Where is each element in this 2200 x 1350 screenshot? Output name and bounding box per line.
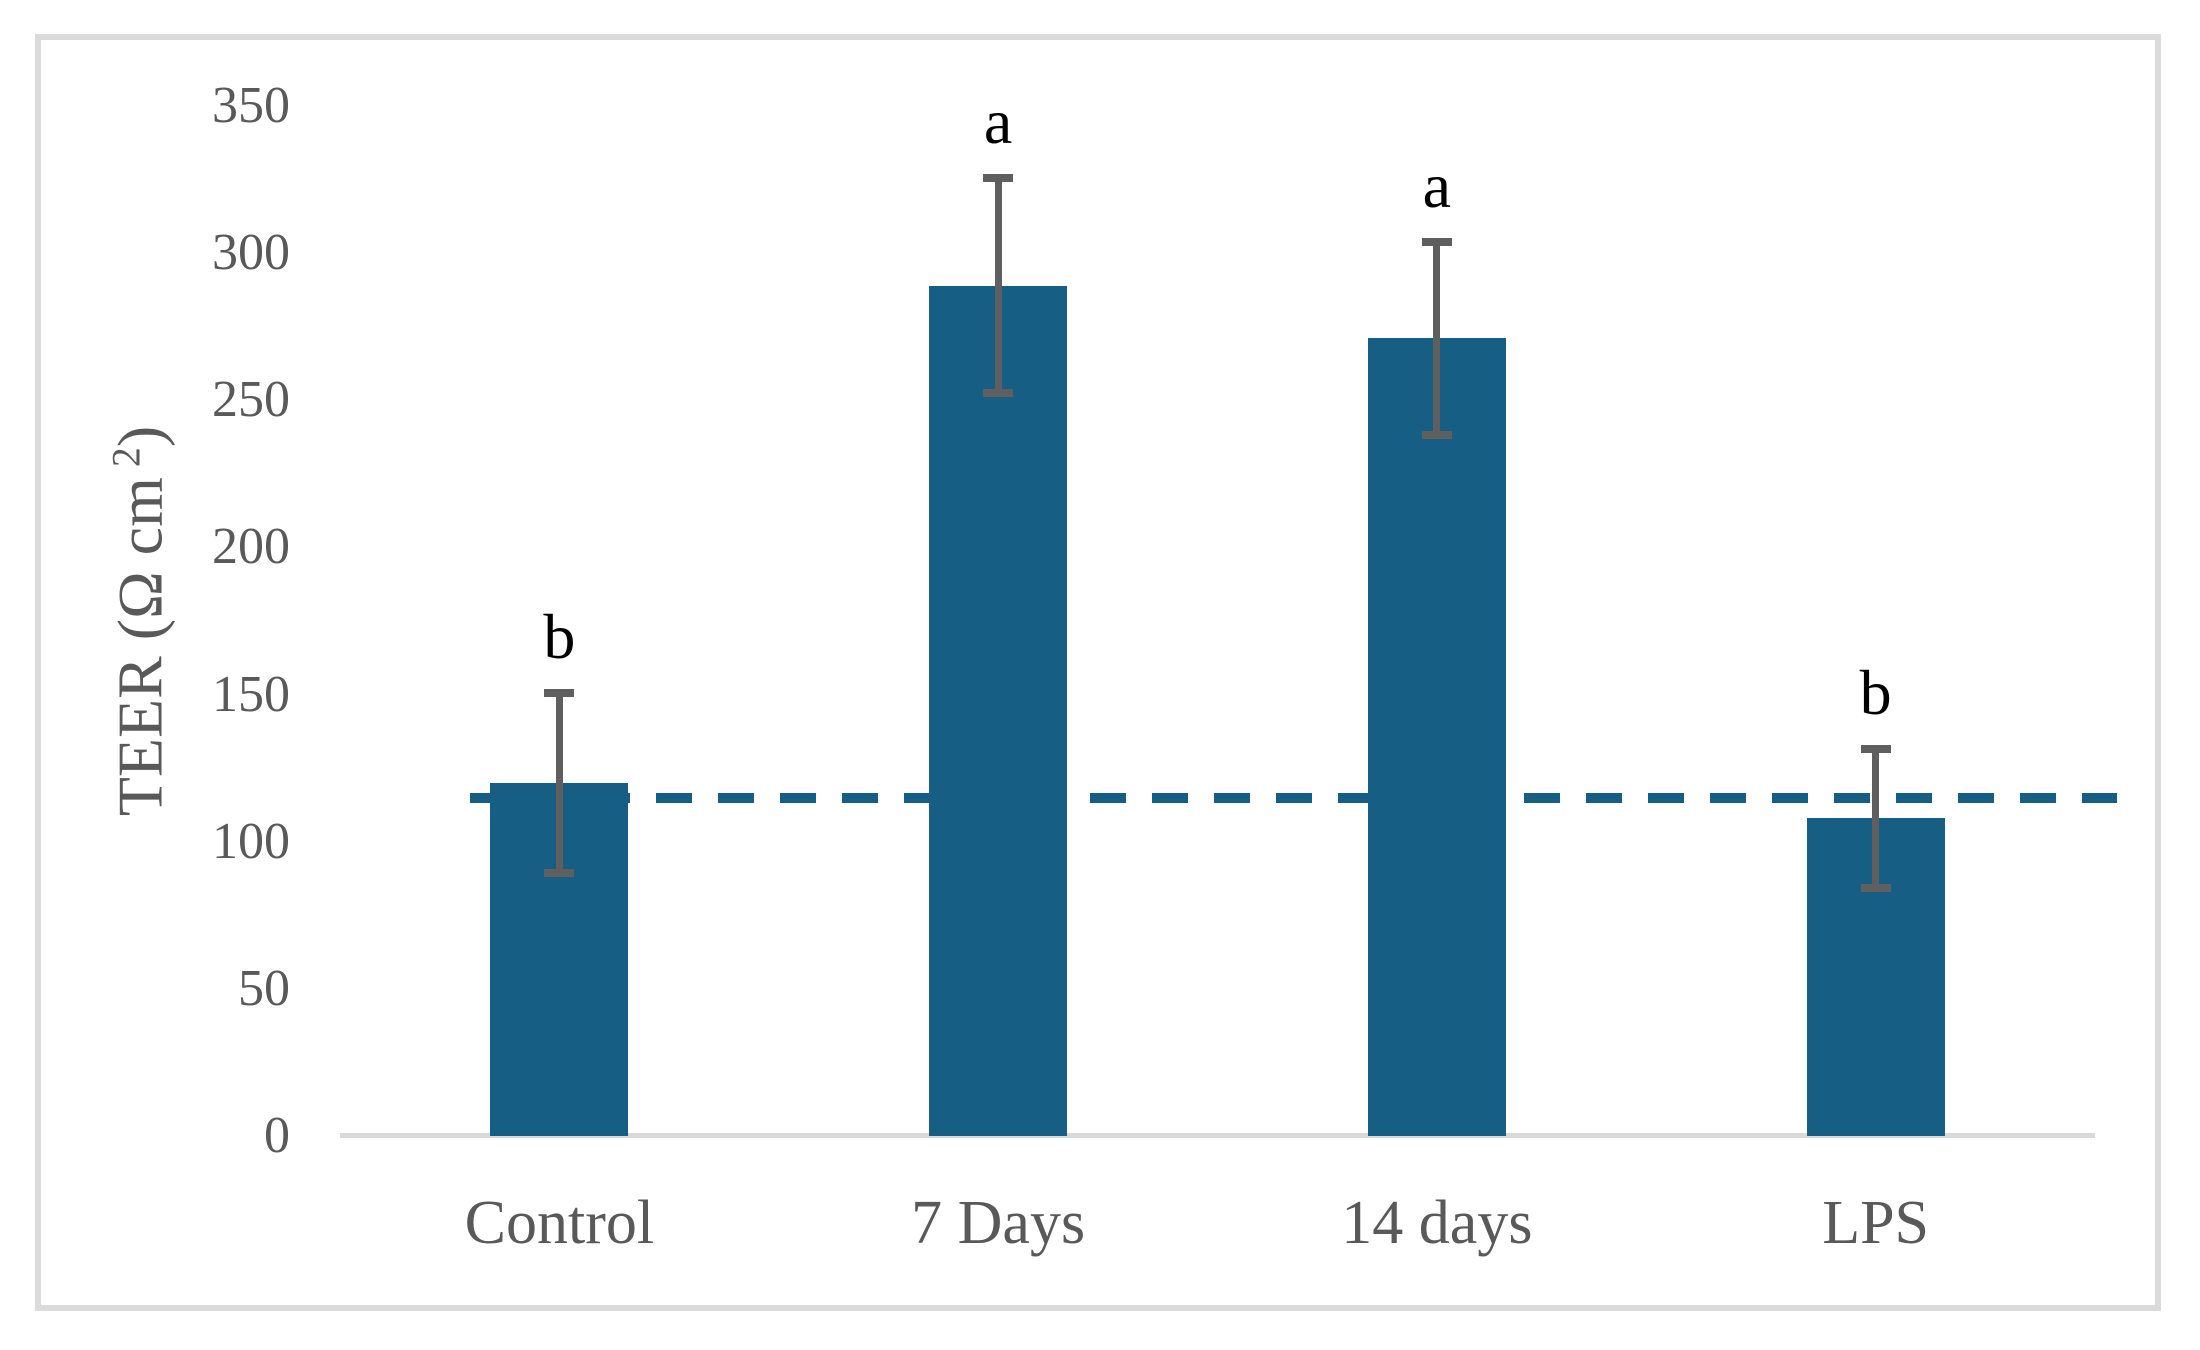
y-tick-label: 300	[212, 224, 290, 282]
bar-14-days	[1367, 338, 1506, 1136]
sig-letter-control: b	[543, 600, 576, 672]
x-category-label-7-days: 7 Days	[911, 1189, 1086, 1257]
x-category-label-lps: LPS	[1822, 1189, 1930, 1257]
error-bar-cap-top-14-days	[1421, 238, 1452, 247]
error-bar-cap-top-7-days	[983, 173, 1014, 182]
y-tick-label: 150	[212, 665, 290, 723]
error-bar-cap-bottom-7-days	[983, 389, 1014, 398]
error-bar-stem-7-days	[994, 173, 1002, 398]
error-bar-stem-lps	[1872, 744, 1880, 892]
y-tick-label: 100	[212, 812, 290, 870]
x-axis-line	[340, 1133, 2095, 1138]
sig-letter-lps: b	[1859, 656, 1892, 728]
error-bar-cap-top-lps	[1860, 744, 1891, 753]
y-tick-label: 250	[212, 371, 290, 429]
error-bar-cap-top-control	[544, 688, 575, 697]
bar-7-days	[929, 285, 1068, 1136]
y-tick-label: 200	[212, 518, 290, 576]
error-bar-stem-14-days	[1433, 238, 1441, 439]
error-bar-cap-bottom-lps	[1860, 883, 1891, 892]
error-bar-cap-bottom-control	[544, 869, 575, 878]
y-tick-label: 350	[212, 77, 290, 134]
error-bar-cap-bottom-14-days	[1421, 430, 1452, 439]
x-category-label-control: Control	[464, 1189, 655, 1257]
sig-letter-14-days: a	[1422, 150, 1452, 222]
sig-letter-7-days: a	[983, 85, 1013, 157]
x-category-label-14-days: 14 days	[1341, 1189, 1533, 1257]
reference-dashed-line	[470, 792, 2117, 803]
y-tick-label: 0	[264, 1107, 290, 1164]
y-axis-title: TEER (Ω cm2)	[102, 426, 177, 816]
chart-outer-frame	[35, 34, 2161, 1311]
y-tick-label: 50	[238, 959, 290, 1017]
error-bar-stem-control	[555, 688, 563, 877]
y-axis-title-superscript: 2	[103, 447, 149, 468]
